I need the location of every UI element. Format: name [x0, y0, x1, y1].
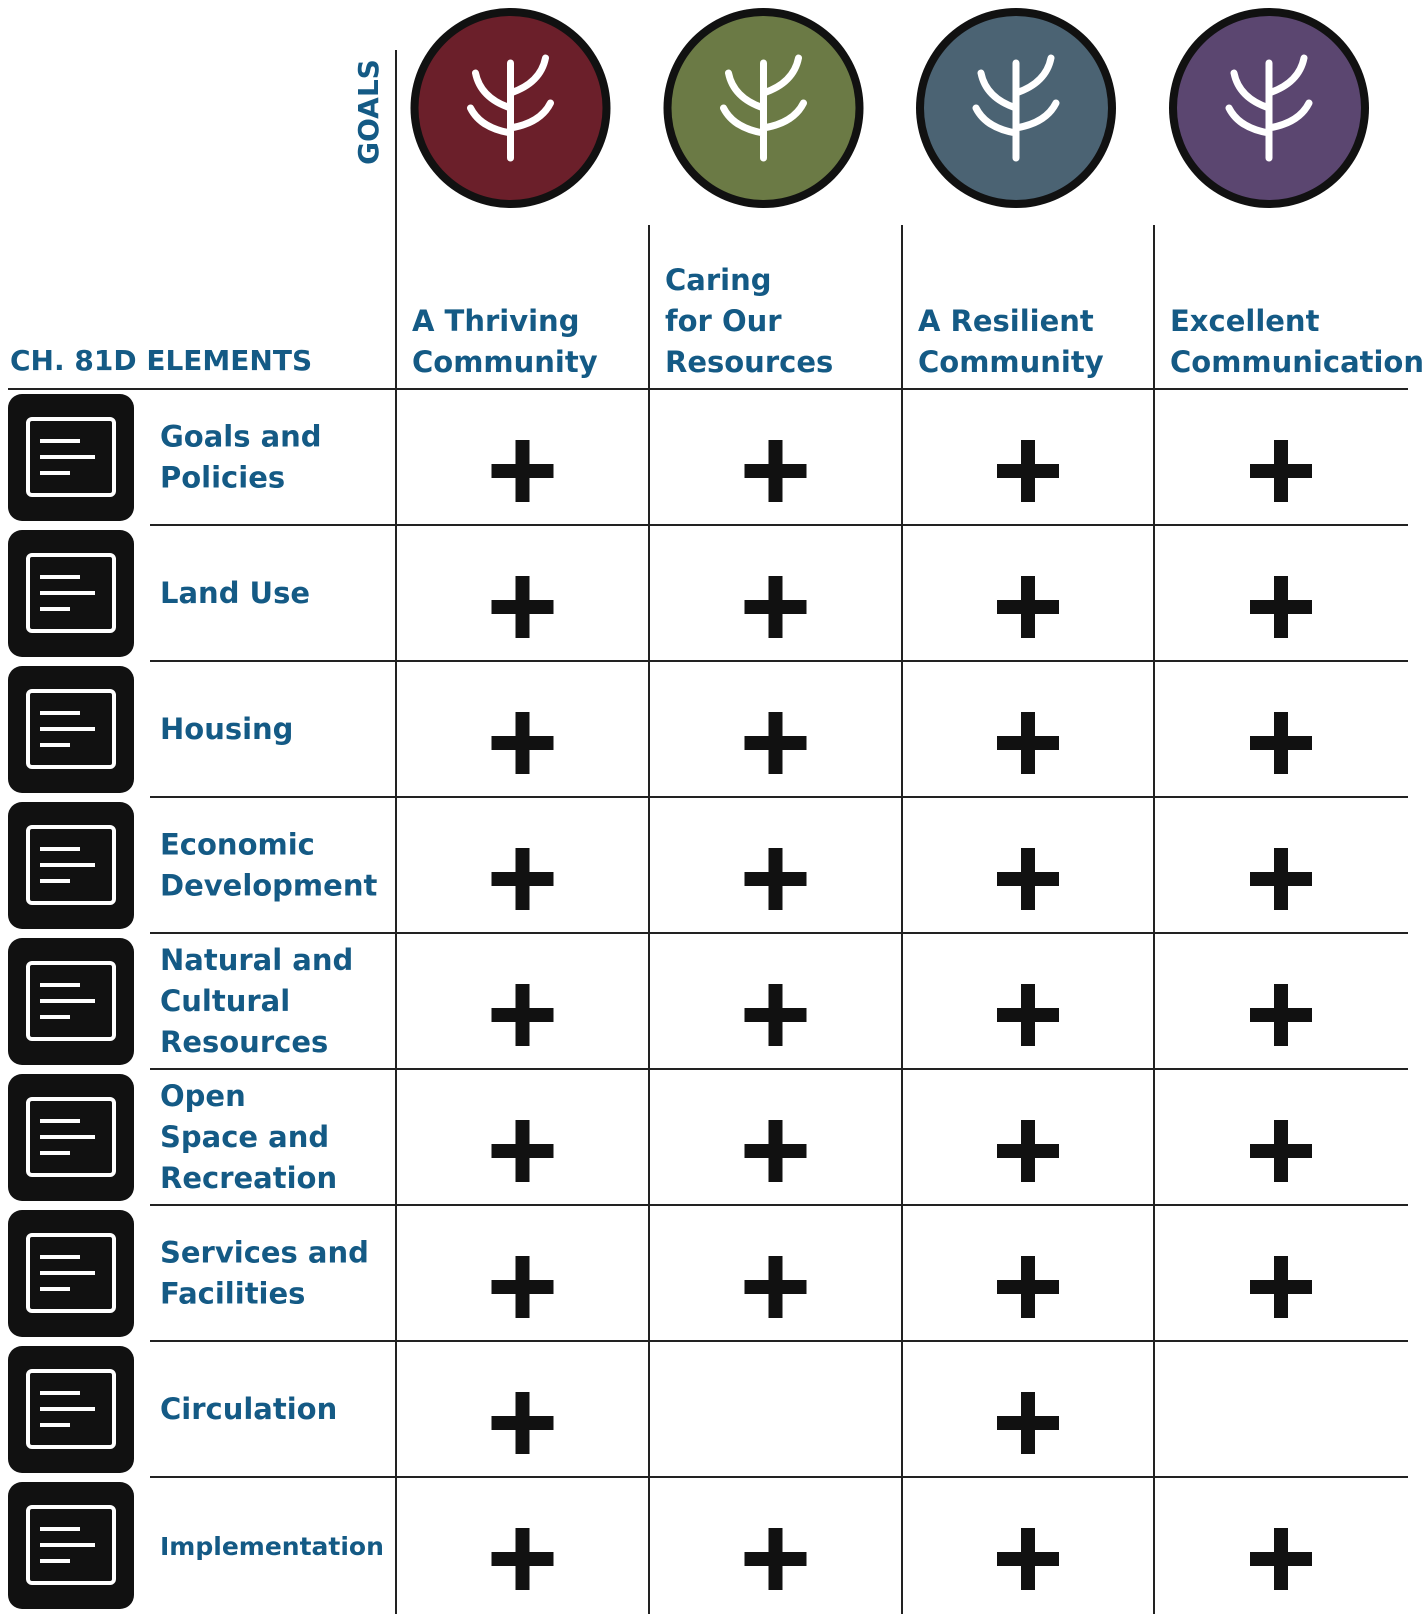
element-icon-glyph [26, 1097, 116, 1177]
goal-icon-glyph [720, 54, 807, 162]
glyph [467, 54, 554, 162]
goal-title: Resources [665, 345, 833, 379]
plus-mark [1250, 576, 1312, 638]
plus-mark [997, 440, 1059, 502]
element-name: Space and [160, 1120, 329, 1154]
plus-mark [997, 848, 1059, 910]
element-icon-glyph [26, 1505, 116, 1585]
plus-mark [997, 1120, 1059, 1182]
plus-mark [744, 440, 807, 502]
glyph [26, 1233, 116, 1313]
element-name: Policies [160, 461, 285, 495]
plus-mark [997, 1392, 1059, 1454]
element-name: Implementation [160, 1532, 384, 1561]
goal-icon-glyph [972, 54, 1060, 162]
glyph [26, 1369, 116, 1449]
plus-mark [1250, 984, 1312, 1046]
element-icon-glyph [26, 1369, 116, 1449]
element-name: Recreation [160, 1161, 337, 1195]
plus-mark [744, 1120, 807, 1182]
goal-icon-glyph [467, 54, 554, 162]
plus-mark [1250, 1120, 1312, 1182]
plus-mark [744, 1528, 807, 1590]
plus-mark [997, 712, 1059, 774]
plus-mark [744, 1256, 807, 1318]
goal-title: Community [918, 345, 1104, 379]
element-name: Development [160, 869, 377, 903]
plus-mark [744, 848, 807, 910]
glyph [40, 1119, 95, 1155]
goal-title: Communication [1170, 345, 1424, 379]
goal-title: Community [412, 345, 598, 379]
element-name: Services and [160, 1236, 369, 1270]
element-icon-glyph [26, 1233, 116, 1313]
element-icon-glyph [26, 689, 116, 769]
plus-mark [491, 576, 554, 638]
plus-mark [744, 712, 807, 774]
element-name: Natural and [160, 943, 353, 977]
plus-mark [1250, 712, 1312, 774]
plus-mark [491, 1528, 554, 1590]
goal-title: A Thriving [412, 304, 579, 338]
plus-mark [491, 440, 554, 502]
glyph [40, 1255, 95, 1291]
element-name: Housing [160, 712, 293, 746]
plus-mark [491, 1256, 554, 1318]
plus-mark [491, 1120, 554, 1182]
plus-mark [1250, 848, 1312, 910]
glyph [972, 54, 1060, 162]
plus-mark [997, 576, 1059, 638]
glyph [26, 1505, 116, 1585]
element-name: Land Use [160, 576, 310, 610]
element-name: Cultural [160, 984, 290, 1018]
glyph [720, 54, 807, 162]
plus-mark [1250, 1256, 1312, 1318]
corner-label: CH. 81D ELEMENTS [10, 344, 312, 377]
glyph [40, 439, 95, 475]
plus-mark [997, 1256, 1059, 1318]
plus-mark [744, 576, 807, 638]
element-icon-glyph [26, 825, 116, 905]
plus-mark [744, 984, 807, 1046]
glyph [40, 575, 95, 611]
element-icon-glyph [26, 961, 116, 1041]
plus-mark [491, 984, 554, 1046]
plus-mark [997, 984, 1059, 1046]
element-name: Economic [160, 828, 315, 862]
goal-icon-glyph [1225, 54, 1313, 162]
plus-mark [491, 1392, 554, 1454]
element-icon-glyph [26, 417, 116, 497]
goal-title: A Resilient [918, 304, 1094, 338]
plus-mark [1250, 440, 1312, 502]
plus-mark [491, 848, 554, 910]
element-name: Goals and [160, 420, 322, 454]
goal-title: Excellent [1170, 304, 1320, 338]
glyph [26, 825, 116, 905]
glyph [40, 983, 95, 1019]
plus-mark [491, 712, 554, 774]
goal-title: for Our [665, 304, 782, 338]
glyph [26, 553, 116, 633]
element-name: Circulation [160, 1392, 337, 1426]
plus-mark [997, 1528, 1059, 1590]
goal-title: Caring [665, 263, 772, 297]
glyph [40, 847, 95, 883]
glyph [40, 1527, 95, 1563]
glyph [40, 711, 95, 747]
goals-axis-label: GOALS [352, 59, 385, 165]
plus-mark [1250, 1528, 1312, 1590]
element-icon-glyph [26, 553, 116, 633]
glyph [40, 1391, 95, 1427]
glyph [26, 417, 116, 497]
element-name: Open [160, 1079, 246, 1113]
glyph [26, 961, 116, 1041]
glyph [26, 1097, 116, 1177]
glyph [1225, 54, 1313, 162]
glyph [26, 689, 116, 769]
element-name: Facilities [160, 1277, 305, 1311]
element-name: Resources [160, 1025, 328, 1059]
